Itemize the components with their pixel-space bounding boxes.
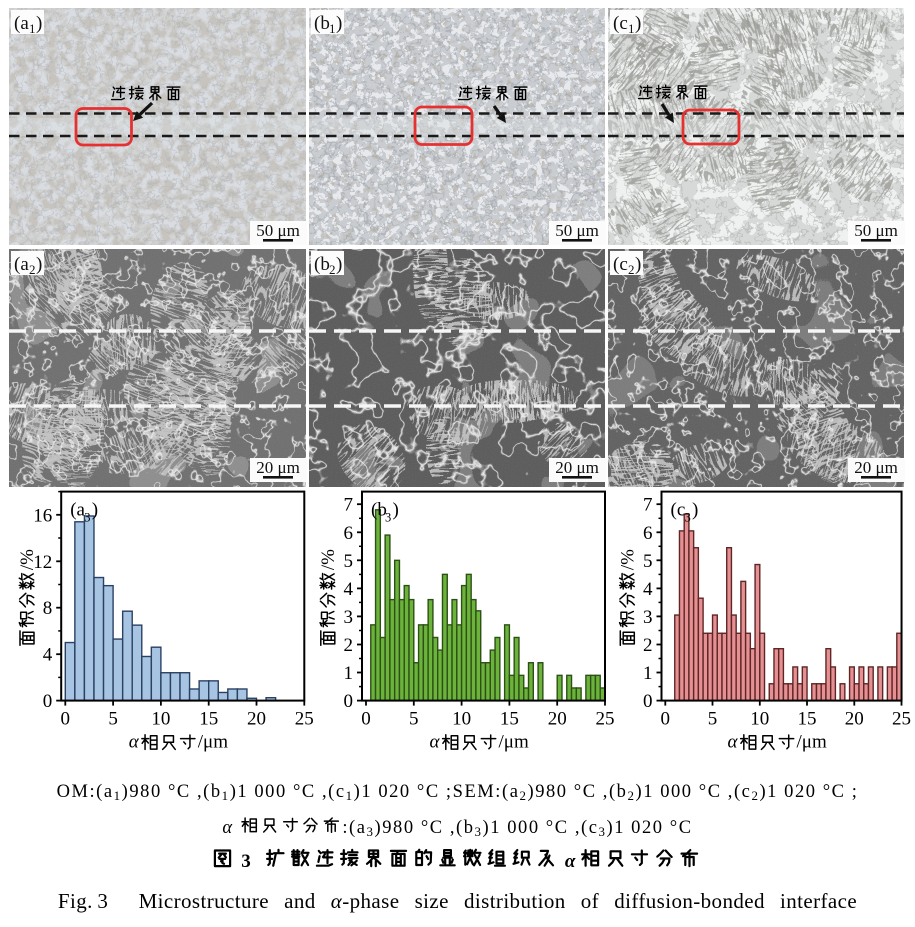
- svg-text:3: 3: [685, 511, 691, 525]
- svg-text:3: 3: [84, 511, 90, 525]
- svg-text:): ): [692, 500, 698, 521]
- svg-text:): ): [635, 254, 641, 275]
- svg-text:15: 15: [199, 709, 218, 730]
- svg-text:7: 7: [344, 495, 354, 516]
- svg-text:(c: (c: [671, 500, 686, 521]
- svg-text:5: 5: [409, 709, 419, 730]
- svg-text:α: α: [430, 732, 441, 753]
- svg-text:): ): [336, 13, 342, 34]
- svg-text:16: 16: [33, 505, 52, 526]
- svg-text:50 μm: 50 μm: [256, 221, 300, 240]
- svg-text:2: 2: [643, 635, 653, 656]
- svg-text:0: 0: [661, 709, 671, 730]
- svg-text:/%: /%: [618, 549, 639, 570]
- svg-text:(c: (c: [613, 13, 628, 34]
- svg-text:8: 8: [43, 598, 53, 619]
- svg-text:1: 1: [344, 663, 354, 684]
- svg-text:10: 10: [151, 709, 170, 730]
- svg-text:(b: (b: [314, 254, 330, 275]
- svg-text:6: 6: [344, 523, 354, 544]
- svg-text:25: 25: [892, 709, 911, 730]
- svg-text:2: 2: [344, 635, 354, 656]
- svg-text:10: 10: [452, 709, 471, 730]
- svg-text:/μm: /μm: [499, 732, 529, 753]
- svg-text:20: 20: [845, 709, 864, 730]
- svg-text:4: 4: [643, 579, 653, 600]
- svg-text:4: 4: [43, 645, 53, 666]
- svg-text:): ): [635, 13, 641, 34]
- svg-text:25: 25: [295, 709, 314, 730]
- svg-text:): ): [92, 500, 98, 521]
- svg-text:5: 5: [108, 709, 118, 730]
- svg-text:3: 3: [344, 607, 354, 628]
- svg-text:/%: /%: [318, 549, 339, 570]
- svg-text:1: 1: [329, 21, 336, 36]
- svg-text:20 μm: 20 μm: [854, 458, 898, 477]
- svg-text:/μm: /μm: [198, 732, 228, 753]
- svg-text:50 μm: 50 μm: [854, 221, 898, 240]
- svg-text:15: 15: [500, 709, 519, 730]
- svg-text:0: 0: [61, 709, 71, 730]
- svg-text:/μm: /μm: [797, 732, 827, 753]
- svg-text:4: 4: [344, 579, 354, 600]
- svg-text:(b: (b: [314, 13, 330, 34]
- svg-text:0: 0: [43, 691, 53, 712]
- svg-text:2: 2: [329, 262, 336, 277]
- svg-text:/%: /%: [17, 549, 38, 570]
- svg-text:3: 3: [643, 607, 653, 628]
- svg-text:1: 1: [643, 663, 653, 684]
- svg-text:(c: (c: [613, 254, 628, 275]
- svg-text:α: α: [728, 732, 739, 753]
- svg-text:2: 2: [628, 262, 635, 277]
- svg-text:0: 0: [344, 691, 354, 712]
- svg-text:20 μm: 20 μm: [256, 458, 300, 477]
- svg-text:α: α: [129, 732, 140, 753]
- svg-text:5: 5: [708, 709, 718, 730]
- svg-text:): ): [36, 254, 42, 275]
- svg-text:): ): [393, 500, 399, 521]
- svg-text:25: 25: [596, 709, 615, 730]
- svg-text:(b: (b: [371, 500, 387, 521]
- svg-text:3: 3: [385, 511, 391, 525]
- svg-text:20 μm: 20 μm: [555, 458, 599, 477]
- svg-text:20: 20: [247, 709, 266, 730]
- svg-text:): ): [336, 254, 342, 275]
- svg-text:): ): [36, 13, 42, 34]
- svg-text:(a: (a: [70, 500, 85, 521]
- svg-text:(a: (a: [14, 13, 29, 34]
- svg-text:0: 0: [643, 691, 653, 712]
- svg-text:1: 1: [29, 21, 36, 36]
- svg-text:2: 2: [29, 262, 36, 277]
- svg-text:10: 10: [750, 709, 769, 730]
- svg-text:1: 1: [628, 21, 635, 36]
- svg-text:7: 7: [643, 495, 653, 516]
- svg-text:5: 5: [344, 551, 354, 572]
- svg-text:6: 6: [643, 523, 653, 544]
- svg-text:15: 15: [798, 709, 817, 730]
- svg-text:0: 0: [361, 709, 371, 730]
- svg-text:20: 20: [548, 709, 567, 730]
- svg-text:50 μm: 50 μm: [555, 221, 599, 240]
- svg-text:(a: (a: [14, 254, 29, 275]
- svg-text:12: 12: [33, 552, 52, 573]
- svg-text:5: 5: [643, 551, 653, 572]
